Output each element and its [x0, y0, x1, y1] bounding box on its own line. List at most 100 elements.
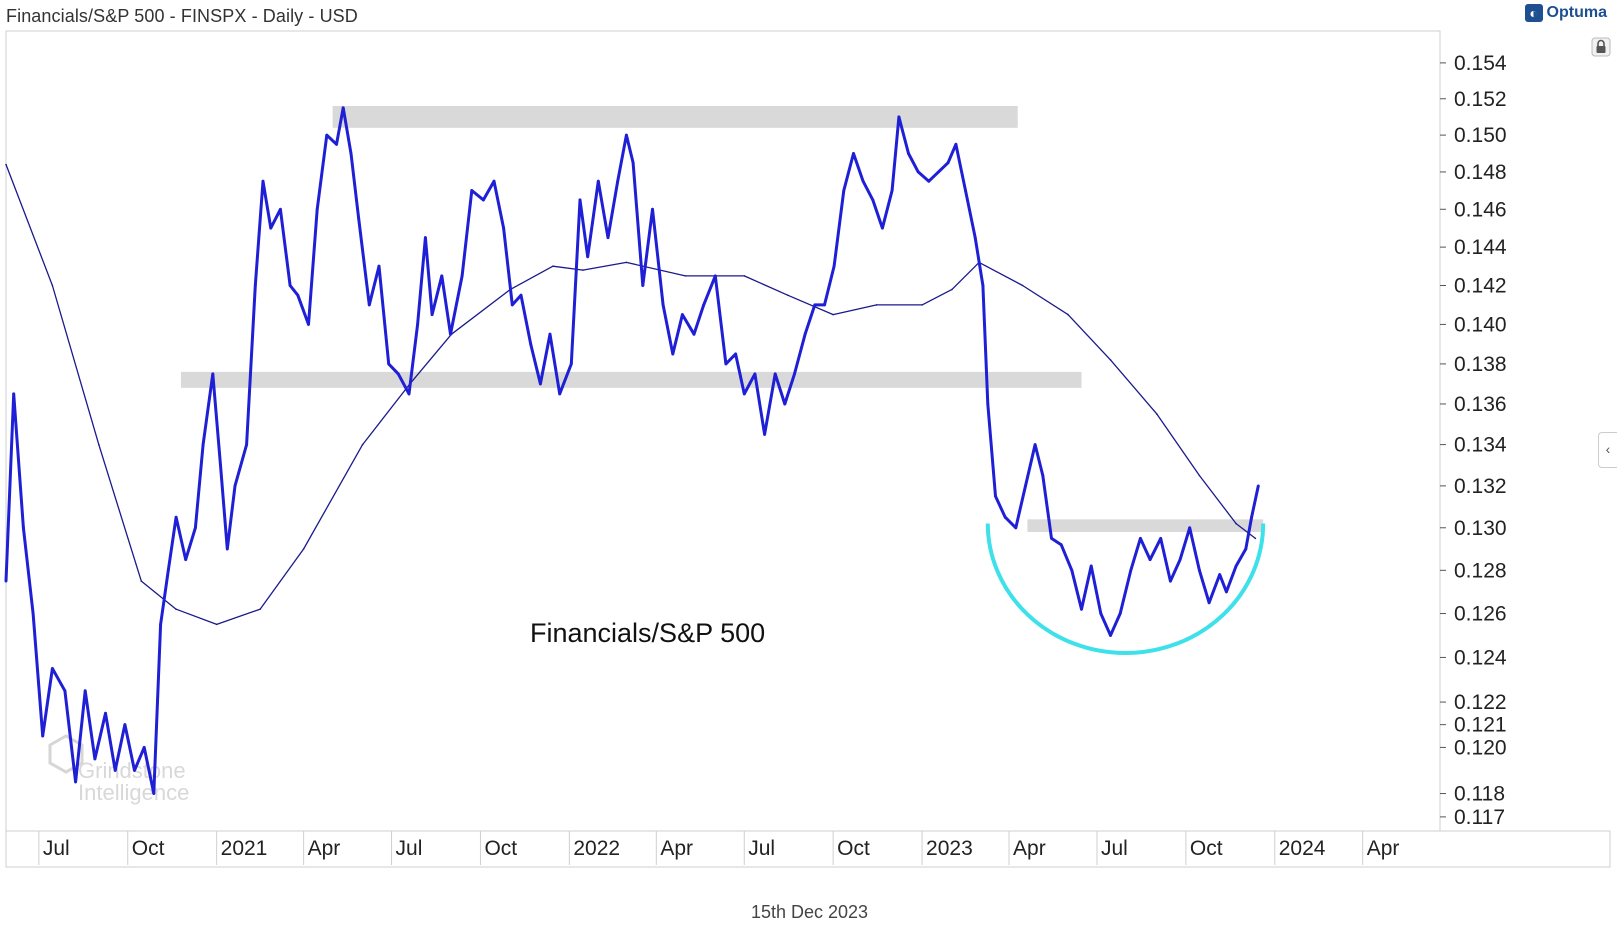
y-tick-label: 0.120: [1454, 736, 1507, 759]
price-point: [937, 170, 940, 174]
price-point: [616, 179, 620, 183]
x-tick-label: Apr: [1013, 837, 1046, 860]
price-point: [1059, 543, 1063, 547]
price-point: [973, 236, 977, 240]
price-point: [387, 362, 391, 366]
y-tick-label: 0.146: [1454, 198, 1507, 221]
x-tick-label: Oct: [484, 837, 517, 860]
chevron-left-icon: ‹: [1605, 441, 1611, 457]
price-point: [1225, 590, 1228, 594]
price-point: [416, 323, 419, 326]
price-point: [449, 332, 452, 336]
moving-average-point: [743, 275, 746, 277]
x-tick-label: 2024: [1279, 837, 1326, 860]
moving-average-point: [1235, 522, 1237, 525]
y-tick-label: 0.142: [1454, 274, 1507, 297]
price-point: [1109, 634, 1112, 637]
price-point: [440, 274, 444, 278]
price-point: [142, 746, 146, 749]
price-point: [93, 757, 97, 761]
price-point: [288, 284, 292, 287]
price-point: [133, 769, 136, 772]
price-point: [349, 152, 353, 155]
y-axis: 0.154 0.152 0.150 0.148 0.146 0.144 0.142 0.140…: [1440, 52, 1507, 829]
price-point: [1033, 443, 1037, 446]
shaded-zone-1: [332, 105, 1018, 128]
price-point: [813, 303, 817, 307]
price-point: [1129, 568, 1133, 572]
y-tick-label: 0.124: [1454, 646, 1507, 669]
price-point: [1089, 564, 1093, 568]
price-point: [4, 579, 8, 583]
price-point: [211, 372, 215, 376]
price-point: [341, 106, 345, 110]
price-point: [569, 362, 573, 366]
y-tick-label: 0.122: [1454, 691, 1507, 714]
price-point: [261, 179, 265, 183]
x-tick-label: 2023: [926, 837, 973, 860]
moving-average-point: [786, 294, 789, 297]
price-point: [430, 313, 434, 316]
y-tick-label: 0.130: [1454, 517, 1507, 540]
price-point: [519, 293, 523, 297]
price-point: [671, 352, 675, 356]
moving-average-point: [140, 580, 143, 582]
price-point: [1198, 568, 1201, 572]
price-point: [954, 142, 958, 146]
price-point: [823, 303, 826, 307]
price-point: [897, 115, 901, 119]
price-point: [1014, 526, 1018, 530]
moving-average-point: [582, 269, 584, 271]
moving-average-point: [302, 548, 305, 550]
y-tick-label: 0.138: [1454, 353, 1507, 376]
price-point: [1003, 515, 1007, 519]
price-point: [1041, 474, 1045, 477]
price-point: [470, 189, 474, 192]
price-point: [994, 494, 997, 498]
price-point: [631, 161, 635, 165]
price-point: [832, 264, 836, 268]
moving-average-point: [625, 261, 628, 264]
price-point: [325, 133, 329, 137]
shaded-zone-2: [180, 371, 1082, 388]
price-point: [1244, 547, 1248, 551]
y-tick-label: 0.150: [1454, 124, 1507, 147]
price-point: [890, 189, 894, 192]
moving-average-point: [832, 313, 834, 316]
price-point: [233, 484, 237, 488]
watermark-logo-icon: [48, 734, 84, 774]
price-point: [783, 402, 787, 406]
price-point: [651, 207, 654, 211]
price-point: [166, 568, 170, 572]
y-tick-label: 0.134: [1454, 434, 1507, 457]
moving-average-line: [5, 164, 1256, 626]
price-point: [596, 179, 600, 183]
price-point: [641, 284, 645, 287]
price-point: [307, 323, 310, 326]
price-point: [1070, 568, 1074, 572]
price-point: [606, 236, 610, 240]
price-point: [104, 711, 107, 715]
moving-average-point: [361, 443, 364, 446]
price-point: [253, 284, 257, 287]
price-point: [724, 362, 728, 366]
price-point: [871, 198, 875, 202]
price-point: [1207, 601, 1211, 605]
price-point: [586, 255, 590, 259]
collapse-panel-button[interactable]: ‹: [1598, 432, 1617, 468]
price-point: [367, 303, 371, 307]
price-point: [492, 179, 496, 183]
x-tick-label: 2021: [221, 837, 268, 860]
watermark-line-2: Intelligence: [78, 780, 189, 805]
price-point: [123, 723, 127, 726]
price-point: [152, 792, 156, 795]
price-point: [482, 198, 485, 202]
lock-icon[interactable]: [1590, 36, 1612, 58]
moving-average-point: [684, 275, 687, 277]
price-point: [742, 392, 746, 396]
price-point: [927, 179, 931, 183]
price-point: [881, 226, 884, 230]
price-point: [1080, 607, 1083, 611]
y-tick-label: 0.152: [1454, 88, 1507, 111]
